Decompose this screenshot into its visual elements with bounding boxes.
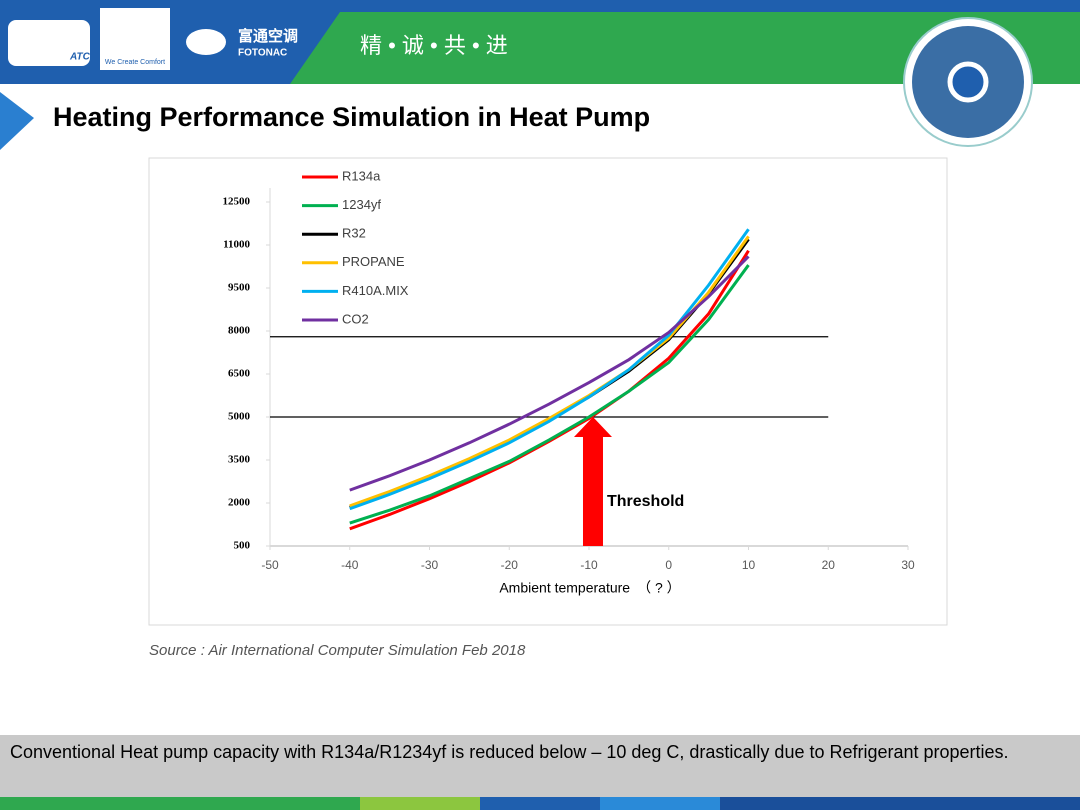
brand-en: FOTONAC xyxy=(238,48,287,59)
legend-label: R410A.MIX xyxy=(342,283,409,298)
strip xyxy=(720,797,1080,810)
x-tick-label: -40 xyxy=(341,558,359,572)
footer-band xyxy=(0,735,1080,797)
title-arrow xyxy=(0,92,34,150)
logo-tagline: We Create Comfort xyxy=(105,59,165,66)
threshold-label: Threshold xyxy=(607,493,684,510)
y-tick-label: 6500 xyxy=(228,368,251,380)
x-tick-label: 20 xyxy=(822,558,836,572)
x-axis-label: Ambient temperature （ ? ） xyxy=(499,580,680,596)
y-tick-label: 8000 xyxy=(228,325,251,337)
brand-cn: 富通空调 xyxy=(238,27,298,45)
slide-title: Heating Performance Simulation in Heat P… xyxy=(53,102,650,132)
y-tick-label: 11000 xyxy=(223,239,250,251)
series-line xyxy=(349,235,750,508)
strip xyxy=(360,797,480,810)
threshold-arrow-head xyxy=(573,417,612,437)
series-line xyxy=(349,264,750,525)
strip xyxy=(0,797,360,810)
strip xyxy=(480,797,600,810)
logo-box xyxy=(100,8,170,70)
x-tick-label: -10 xyxy=(580,558,598,572)
threshold-arrow xyxy=(582,437,603,546)
y-tick-label: 5000 xyxy=(228,411,251,423)
y-tick-label: 500 xyxy=(234,540,251,552)
y-tick-label: 2000 xyxy=(228,497,251,509)
emblem xyxy=(947,61,989,103)
legend-label: 1234yf xyxy=(342,197,381,212)
strip xyxy=(600,797,720,810)
x-tick-label: -50 xyxy=(261,558,279,572)
y-tick-label: 12500 xyxy=(223,196,251,208)
motto: 精 • 诚 • 共 • 进 xyxy=(360,33,508,58)
source: Source : Air International Computer Simu… xyxy=(149,642,526,659)
legend-label: R134a xyxy=(342,168,381,183)
x-tick-label: 30 xyxy=(901,558,915,572)
y-tick-label: 3500 xyxy=(228,454,251,466)
logo-text: ATC xyxy=(69,52,91,63)
legend-label: R32 xyxy=(342,226,366,241)
chart-frame xyxy=(148,157,948,626)
x-tick-label: 10 xyxy=(742,558,756,572)
logo-box xyxy=(8,20,90,66)
x-tick-label: 0 xyxy=(665,558,672,572)
x-tick-label: -20 xyxy=(501,558,519,572)
x-tick-label: -30 xyxy=(421,558,439,572)
brand-logo xyxy=(186,29,226,55)
legend-label: CO2 xyxy=(342,311,369,326)
y-tick-label: 9500 xyxy=(228,282,251,294)
series-line xyxy=(349,255,750,492)
header-green xyxy=(290,12,1080,84)
legend-label: PROPANE xyxy=(342,254,405,269)
footer-text: Conventional Heat pump capacity with R13… xyxy=(10,742,1009,762)
